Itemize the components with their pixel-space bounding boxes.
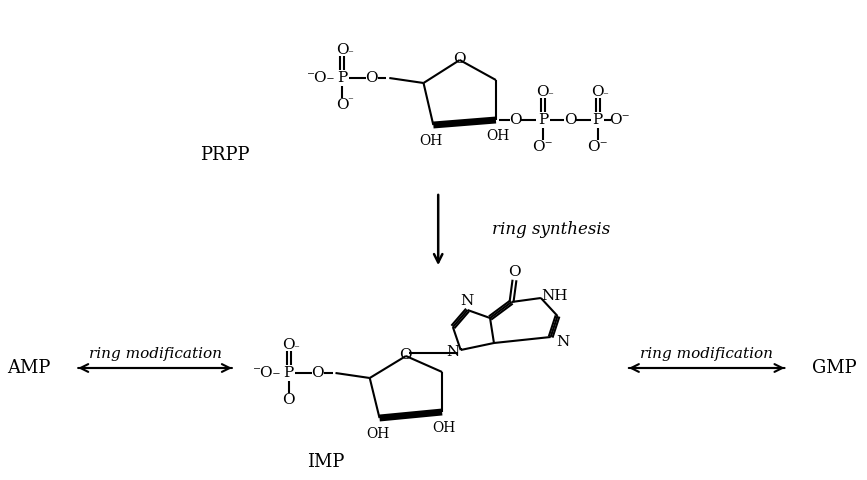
Text: AMP: AMP	[8, 359, 51, 377]
Text: O: O	[283, 338, 295, 352]
Text: O: O	[311, 366, 324, 380]
Text: N: N	[447, 345, 460, 359]
Text: O: O	[564, 113, 577, 127]
Text: OH: OH	[433, 421, 456, 435]
Text: ring modification: ring modification	[640, 347, 773, 361]
Text: IMP: IMP	[307, 453, 344, 471]
Text: ⁻: ⁻	[348, 96, 353, 106]
Text: PRPP: PRPP	[200, 146, 250, 164]
Text: O: O	[453, 52, 466, 66]
Text: O: O	[508, 265, 521, 279]
Text: O: O	[537, 85, 549, 99]
Text: NH: NH	[541, 289, 568, 303]
Text: ring modification: ring modification	[88, 347, 222, 361]
Text: O⁻: O⁻	[587, 140, 608, 154]
Text: O⁻: O⁻	[532, 140, 553, 154]
Text: OH: OH	[366, 427, 389, 441]
Text: ⁻O–: ⁻O–	[307, 71, 335, 85]
Text: O: O	[336, 43, 349, 57]
Text: O: O	[509, 113, 522, 127]
Text: P: P	[284, 366, 294, 380]
Text: O: O	[336, 98, 349, 112]
Text: ⁻: ⁻	[348, 49, 353, 59]
Text: GMP: GMP	[812, 359, 857, 377]
Text: P: P	[337, 71, 348, 85]
Text: N: N	[460, 294, 473, 308]
Text: O: O	[283, 393, 295, 407]
Text: O⁻: O⁻	[609, 113, 629, 127]
Text: O: O	[400, 348, 412, 362]
Text: ⁻: ⁻	[548, 91, 554, 101]
Text: O: O	[591, 85, 604, 99]
Text: ⁻: ⁻	[293, 344, 299, 354]
Text: ⁻O–: ⁻O–	[253, 366, 281, 380]
Text: P: P	[538, 113, 548, 127]
Text: O: O	[365, 71, 378, 85]
Text: P: P	[592, 113, 603, 127]
Text: ring synthesis: ring synthesis	[492, 221, 610, 239]
Text: OH: OH	[420, 134, 443, 148]
Text: ⁻: ⁻	[603, 91, 609, 101]
Text: N: N	[556, 335, 569, 349]
Text: OH: OH	[486, 129, 510, 143]
